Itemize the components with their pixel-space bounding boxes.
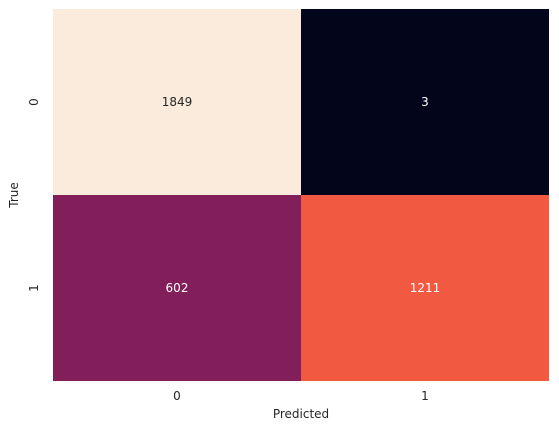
y-tick-label-0: 0 — [27, 98, 41, 106]
heatmap-cell-0-0 — [53, 9, 301, 195]
x-axis-label: Predicted — [273, 407, 329, 421]
x-tick-label-1: 1 — [421, 389, 429, 403]
y-tick-labels: 01 — [27, 98, 41, 292]
heatmap-cell-1-0 — [53, 195, 301, 381]
cell-value-label-0-0: 1849 — [162, 95, 193, 109]
heatmap-cell-1-1 — [301, 195, 549, 381]
heatmap-cell-0-1 — [301, 9, 549, 195]
cell-value-label-1-1: 1211 — [410, 281, 441, 295]
heatmap-cells: 1849 3 602 1211 — [53, 9, 549, 381]
cell-value-label-0-1: 3 — [421, 95, 429, 109]
y-tick-label-1: 1 — [27, 284, 41, 292]
cell-value-label-1-0: 602 — [166, 281, 189, 295]
y-axis-label: True — [7, 182, 21, 209]
x-tick-label-0: 0 — [173, 389, 181, 403]
